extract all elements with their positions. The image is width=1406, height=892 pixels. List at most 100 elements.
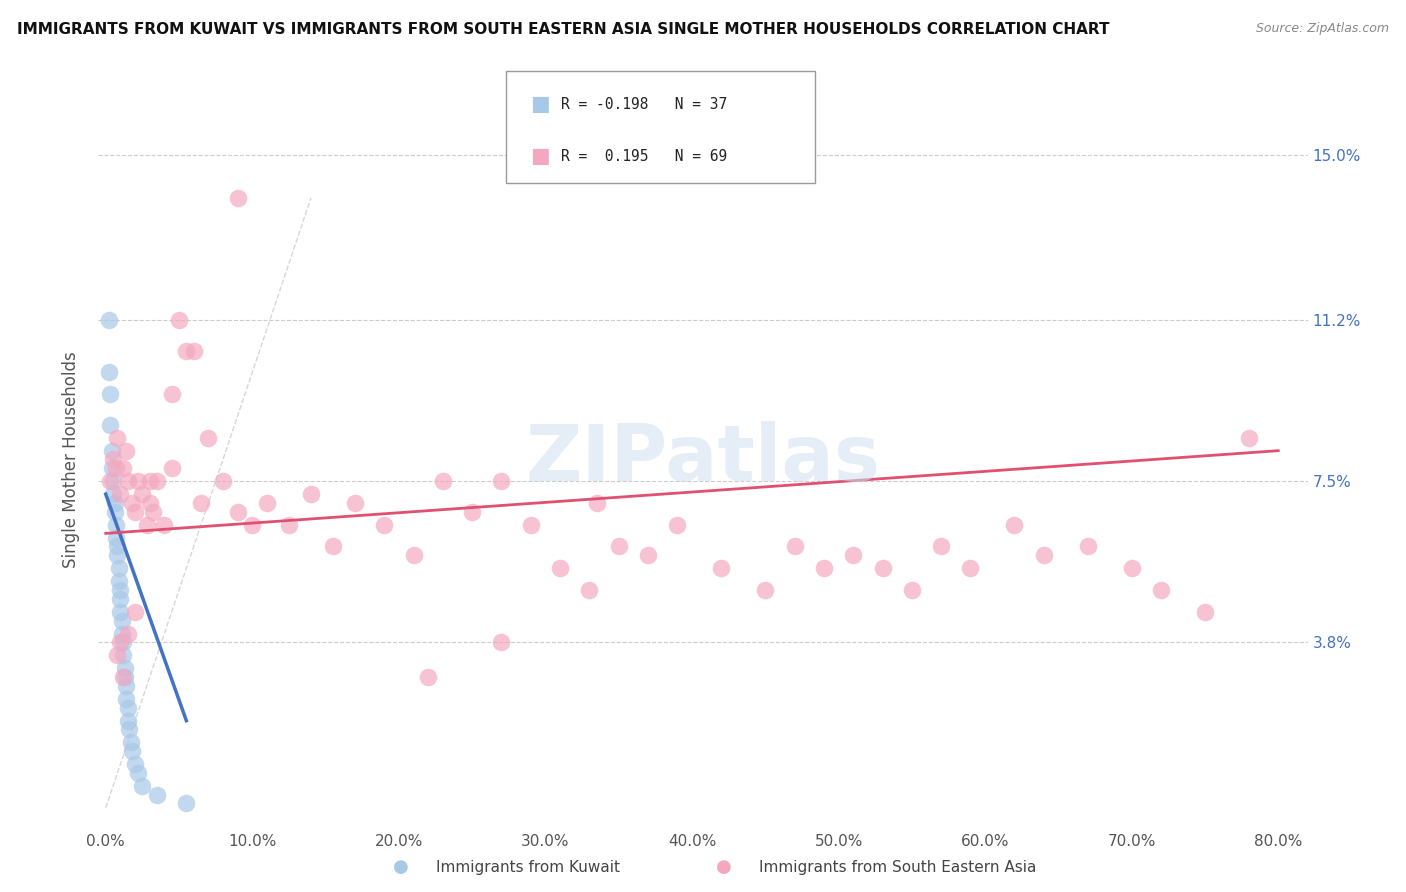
Point xyxy=(114,670,136,684)
Point xyxy=(548,561,571,575)
Point xyxy=(131,779,153,793)
Point xyxy=(98,474,121,488)
Point xyxy=(278,517,301,532)
Point xyxy=(176,343,198,358)
Point xyxy=(105,461,128,475)
Point xyxy=(754,582,776,597)
Point xyxy=(108,574,131,589)
Text: R =  0.195   N = 69: R = 0.195 N = 69 xyxy=(561,149,727,163)
Point xyxy=(121,496,143,510)
Point xyxy=(111,614,134,628)
Point xyxy=(1194,605,1216,619)
Point xyxy=(343,496,366,510)
Text: IMMIGRANTS FROM KUWAIT VS IMMIGRANTS FROM SOUTH EASTERN ASIA SINGLE MOTHER HOUSE: IMMIGRANTS FROM KUWAIT VS IMMIGRANTS FRO… xyxy=(17,22,1109,37)
Point xyxy=(110,582,132,597)
Point xyxy=(1032,548,1054,562)
Point xyxy=(240,517,263,532)
Point xyxy=(461,505,484,519)
Point xyxy=(197,431,219,445)
Point xyxy=(491,474,513,488)
Point xyxy=(103,496,125,510)
Point xyxy=(118,723,141,737)
Text: ●: ● xyxy=(716,858,733,876)
Text: R = -0.198   N = 37: R = -0.198 N = 37 xyxy=(561,97,727,112)
Point xyxy=(432,474,454,488)
Point xyxy=(124,757,146,772)
Point xyxy=(105,517,128,532)
Point xyxy=(142,505,165,519)
Text: ●: ● xyxy=(392,858,409,876)
Point xyxy=(103,505,125,519)
Point xyxy=(176,797,198,811)
Point xyxy=(637,548,659,562)
Point xyxy=(115,692,138,706)
Point xyxy=(146,788,169,802)
Point xyxy=(121,744,143,758)
Point xyxy=(153,517,176,532)
Point xyxy=(1077,540,1099,554)
Point xyxy=(322,540,344,554)
Point xyxy=(112,670,135,684)
Point xyxy=(100,461,122,475)
Point xyxy=(117,474,139,488)
Point xyxy=(107,548,129,562)
Point xyxy=(585,496,607,510)
Point xyxy=(117,714,139,728)
Point xyxy=(146,474,169,488)
Point xyxy=(666,517,689,532)
Point xyxy=(117,626,139,640)
Point xyxy=(1237,431,1260,445)
Point xyxy=(124,605,146,619)
Point xyxy=(872,561,894,575)
Point xyxy=(98,417,121,432)
Point xyxy=(402,548,425,562)
Point xyxy=(110,487,132,501)
Point xyxy=(100,443,122,458)
Point xyxy=(110,635,132,649)
Point xyxy=(160,387,183,401)
Point xyxy=(112,461,135,475)
Point xyxy=(117,700,139,714)
Point xyxy=(112,648,135,663)
Point xyxy=(190,496,212,510)
Point xyxy=(491,635,513,649)
Point xyxy=(105,531,128,545)
Point xyxy=(813,561,835,575)
Point xyxy=(101,474,124,488)
Text: ■: ■ xyxy=(530,146,550,166)
Text: Source: ZipAtlas.com: Source: ZipAtlas.com xyxy=(1256,22,1389,36)
Point xyxy=(127,474,149,488)
Point xyxy=(373,517,395,532)
Point xyxy=(97,313,120,327)
Point xyxy=(138,496,160,510)
Point xyxy=(138,474,160,488)
Point xyxy=(901,582,924,597)
Point xyxy=(783,540,806,554)
Point xyxy=(110,591,132,606)
Point xyxy=(107,540,129,554)
Point xyxy=(115,679,138,693)
Point xyxy=(1150,582,1173,597)
Y-axis label: Single Mother Households: Single Mother Households xyxy=(62,351,80,567)
Text: Immigrants from South Eastern Asia: Immigrants from South Eastern Asia xyxy=(759,860,1036,874)
Point xyxy=(299,487,322,501)
Point xyxy=(135,517,157,532)
Point xyxy=(1004,517,1026,532)
Point xyxy=(114,661,136,675)
Point xyxy=(256,496,278,510)
Point xyxy=(115,443,138,458)
Point xyxy=(97,365,120,379)
Point xyxy=(520,517,543,532)
Text: ■: ■ xyxy=(530,95,550,114)
Point xyxy=(111,626,134,640)
Point xyxy=(1121,561,1143,575)
Point xyxy=(112,635,135,649)
Point xyxy=(183,343,205,358)
Point xyxy=(110,605,132,619)
Point xyxy=(929,540,952,554)
Point xyxy=(226,505,249,519)
Point xyxy=(107,648,129,663)
Point xyxy=(124,505,146,519)
Point xyxy=(842,548,865,562)
Point xyxy=(108,561,131,575)
